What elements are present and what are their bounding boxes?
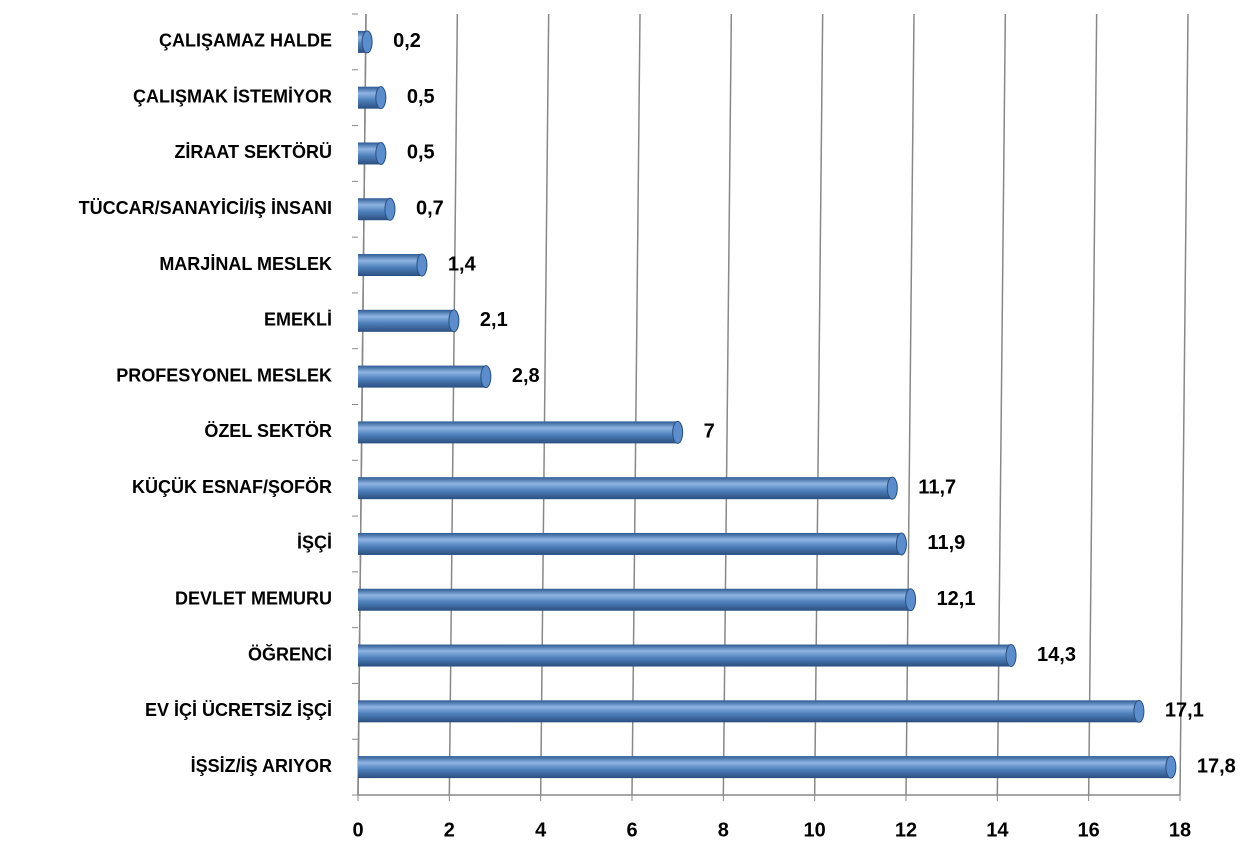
category-label: EV İÇİ ÜCRETSİZ İŞÇİ — [145, 700, 332, 720]
bar-cap — [480, 365, 492, 389]
value-label: 7 — [704, 421, 715, 443]
bar — [358, 532, 902, 555]
bar — [358, 254, 422, 277]
x-tick-label: 2 — [444, 819, 455, 841]
category-label: ZİRAAT SEKTÖRÜ — [174, 142, 332, 162]
x-tick-label: 6 — [626, 819, 637, 841]
bar-cap — [361, 30, 373, 54]
bar-cap — [1165, 755, 1177, 779]
category-label: ÇALIŞMAK İSTEMİYOR — [133, 86, 332, 106]
category-label: EMEKLİ — [264, 310, 332, 330]
value-label: 2,8 — [512, 365, 540, 387]
bar — [358, 86, 381, 109]
grid-line — [813, 13, 824, 796]
bar — [358, 365, 486, 388]
bar-cap — [1005, 644, 1017, 668]
bar — [358, 477, 893, 500]
bar — [358, 700, 1139, 723]
grid-line — [539, 13, 550, 796]
value-label: 17,1 — [1165, 700, 1204, 722]
category-label: ÇALIŞAMAZ HALDE — [159, 31, 332, 51]
bar-cap — [416, 253, 428, 277]
bar-cap — [895, 532, 907, 556]
bar — [358, 588, 911, 611]
value-label: 11,9 — [927, 532, 965, 554]
grid-line — [357, 13, 367, 796]
value-label: 2,1 — [480, 309, 508, 331]
category-label: PROFESYONEL MESLEK — [116, 365, 332, 385]
value-label: 1,4 — [448, 253, 477, 275]
bar-cap — [672, 420, 684, 444]
grid-line — [1087, 13, 1098, 796]
x-tick-label: 0 — [352, 819, 363, 841]
value-label: 14,3 — [1037, 644, 1076, 666]
bar — [358, 421, 678, 444]
value-label: 0,5 — [407, 86, 435, 108]
value-label: 17,8 — [1197, 755, 1236, 777]
bar — [358, 644, 1012, 667]
x-tick-label: 8 — [718, 819, 729, 841]
x-tick-label: 10 — [804, 819, 826, 841]
grid-line — [905, 13, 915, 796]
bar — [358, 756, 1171, 779]
category-label: MARJİNAL MESLEK — [159, 254, 332, 274]
grid-line — [631, 13, 641, 796]
category-label: ÖĞRENCİ — [248, 643, 332, 664]
value-label: 0,5 — [407, 142, 435, 164]
bar — [358, 142, 381, 165]
bar-cap — [448, 309, 460, 333]
category-label: ÖZEL SEKTÖR — [204, 421, 332, 441]
bar — [358, 198, 390, 221]
x-tick-label: 14 — [986, 819, 1009, 841]
grid-line — [1179, 13, 1189, 796]
bar-cap — [886, 476, 898, 500]
bar-cap — [375, 141, 387, 165]
x-tick-label: 4 — [535, 819, 547, 841]
value-label: 0,7 — [416, 198, 444, 220]
category-label: TÜCCAR/SANAYİCİ/İŞ İNSANI — [79, 198, 332, 218]
grid-line — [996, 13, 1007, 796]
bar-cap — [1133, 699, 1145, 723]
bar-cap — [375, 86, 387, 110]
value-label: 11,7 — [918, 476, 956, 498]
bar-cap — [384, 197, 396, 221]
grid-line — [722, 13, 733, 796]
x-tick-label: 16 — [1078, 819, 1100, 841]
category-label: DEVLET MEMURU — [175, 589, 332, 609]
x-tick-label: 18 — [1169, 819, 1191, 841]
category-label: İŞSİZ/İŞ ARIYOR — [191, 756, 332, 776]
bar — [358, 309, 454, 332]
bar-cap — [905, 588, 917, 612]
grid-line — [448, 13, 459, 796]
category-label: KÜÇÜK ESNAF/ŞOFÖR — [132, 477, 332, 497]
value-label: 0,2 — [393, 30, 421, 52]
value-label: 12,1 — [937, 588, 976, 610]
category-label: İŞÇİ — [297, 533, 332, 553]
x-tick-label: 12 — [895, 819, 917, 841]
